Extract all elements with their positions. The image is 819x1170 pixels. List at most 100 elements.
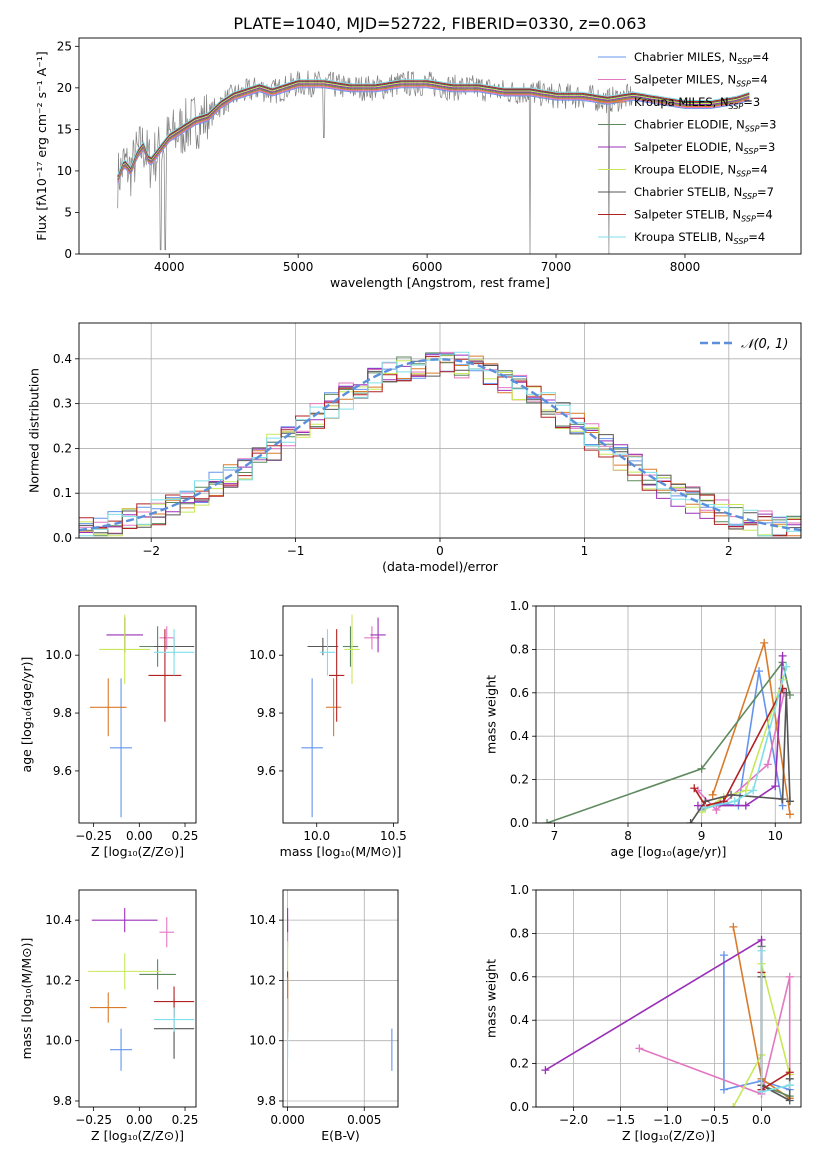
y-tick-label: 10 <box>57 164 72 178</box>
spectrum-frame <box>78 37 802 255</box>
y-tick-label: 1.0 <box>510 883 529 897</box>
weight-marker <box>635 1044 644 1053</box>
errorbar-point <box>139 959 176 990</box>
y-tick-label: 9.6 <box>53 764 72 778</box>
age-vs-Z-frame <box>78 605 197 824</box>
x-tick-label: −2.0 <box>559 1113 588 1127</box>
x-tick-label: −0.25 <box>75 1113 112 1127</box>
weight-series <box>546 660 791 823</box>
errorbar-point <box>329 629 345 722</box>
weight-marker <box>785 1068 794 1077</box>
errorbar-point <box>159 626 175 650</box>
x-axis-label: age [log₁₀(age/yr)] <box>611 844 727 859</box>
residual-histograms <box>79 351 801 537</box>
x-tick-label: 10.0 <box>303 829 330 843</box>
residuals-axes: −2 −1 0 1 2 0.0 0.1 0.2 0.3 0.4 (data-model)/error… <box>27 323 801 574</box>
spectrum-axes: 4000 5000 6000 7000 8000 0 5 10 15 20 25 wavelength… <box>34 39 700 290</box>
weight-marker <box>727 790 736 799</box>
x-tick-label: 10.5 <box>380 829 407 843</box>
weight-marker <box>708 790 717 799</box>
y-tick-label: 10.0 <box>249 1034 276 1048</box>
errorbar-point <box>319 629 336 676</box>
legend-label: Salpeter STELIB, NSSP=4 <box>634 208 773 224</box>
errorbar-point <box>153 629 195 676</box>
x-tick-label: 0.25 <box>172 1113 199 1127</box>
x-tick-label: −0.5 <box>700 1113 729 1127</box>
weight-marker <box>690 784 699 793</box>
errorbar-point <box>99 614 151 685</box>
y-tick-label: 0.0 <box>510 1100 529 1114</box>
weight-marker <box>755 667 764 676</box>
x-tick-label: −1 <box>287 544 305 558</box>
weight-marker <box>785 810 794 819</box>
y-tick-label: 9.6 <box>257 764 276 778</box>
y-tick-label: 10.4 <box>45 913 72 927</box>
errorbar-point <box>153 1007 195 1032</box>
weight-marker <box>741 786 750 795</box>
weight-marker <box>712 805 721 814</box>
weight-marker <box>543 819 552 823</box>
y-tick-label: 10.0 <box>45 1034 72 1048</box>
x-tick-label: 2 <box>725 544 733 558</box>
weight-marker <box>757 935 766 944</box>
normal-curve <box>79 358 801 532</box>
residual-histogram <box>79 351 801 537</box>
weight-marker <box>693 801 702 810</box>
y-tick-label: 0.4 <box>510 1013 529 1027</box>
x-axis-label: wavelength [Angstrom, rest frame] <box>330 275 550 290</box>
y-tick-label: 0.2 <box>53 441 72 455</box>
model-spectrum <box>117 83 750 180</box>
x-tick-label: 0.00 <box>126 1113 153 1127</box>
y-tick-label: 5 <box>64 205 72 219</box>
weight-marker <box>729 922 738 931</box>
mass-vs-Z-errorbars <box>88 908 195 1071</box>
errorbar-point <box>89 678 127 737</box>
errorbar-point <box>89 992 127 1023</box>
weight-marker <box>763 760 772 769</box>
errorbar-point <box>325 678 342 737</box>
errorbar-point <box>344 614 360 685</box>
x-tick-label: 1 <box>581 544 589 558</box>
weight-series <box>689 692 791 823</box>
y-axis-label: mass weight <box>484 959 499 1038</box>
x-tick-label: 7 <box>551 829 559 843</box>
x-axis-label: (data-model)/error <box>382 559 499 574</box>
y-tick-label: 0.0 <box>53 531 72 545</box>
legend-label: Salpeter MILES, NSSP=4 <box>634 73 768 89</box>
errorbar-point <box>301 678 323 818</box>
weight-vs-age-axes: 7 8 9 10 0.0 0.2 0.4 0.6 0.8 1.0 age [log₁₀(age/yr… <box>484 599 801 859</box>
x-tick-label: −1.0 <box>653 1113 682 1127</box>
legend-label: Kroupa STELIB, NSSP=4 <box>634 230 765 246</box>
y-tick-label: 9.8 <box>53 706 72 720</box>
residuals-frame <box>78 322 802 539</box>
x-tick-label: 0.0 <box>752 1113 771 1127</box>
x-tick-label: 5000 <box>283 260 314 274</box>
weight-marker <box>701 803 710 812</box>
weight-series <box>639 976 791 1096</box>
errorbar-point <box>148 629 182 722</box>
x-tick-label: 8 <box>624 829 632 843</box>
model-spectrum <box>117 84 750 181</box>
model-spectrum <box>117 86 750 183</box>
y-tick-label: 0.8 <box>510 926 529 940</box>
x-tick-label: 10 <box>768 829 783 843</box>
model-spectrum <box>117 81 750 178</box>
weight-marker <box>785 797 794 806</box>
x-tick-label: 9 <box>698 829 706 843</box>
y-tick-label: 25 <box>57 39 72 53</box>
weight-marker <box>785 972 794 981</box>
legend-label: Kroupa MILES, NSSP=3 <box>634 95 760 111</box>
errorbar-point <box>88 953 162 990</box>
y-tick-label: 0.4 <box>53 352 72 366</box>
spectrum-legend: Chabrier MILES, NSSP=4 Salpeter MILES, NS… <box>598 50 776 246</box>
age-vs-mass-frame <box>282 605 399 824</box>
mass-vs-EBV-axes: 0.000 0.005 9.8 10.0 10.2 10.4 E(B-V) <box>249 890 398 1143</box>
mass-vs-Z-axes: −0.25 0.00 0.25 9.8 10.0 10.2 10.4 Z [log₁₀(Z/Z… <box>19 913 198 1143</box>
errorbar-point <box>110 1028 133 1071</box>
x-axis-label: Z [log₁₀(Z/Z⊙)] <box>91 844 184 859</box>
errorbar-point <box>342 626 359 667</box>
y-tick-label: 0 <box>64 247 72 261</box>
weight-marker <box>778 795 787 804</box>
weight-vs-Z-frame <box>535 889 802 1108</box>
